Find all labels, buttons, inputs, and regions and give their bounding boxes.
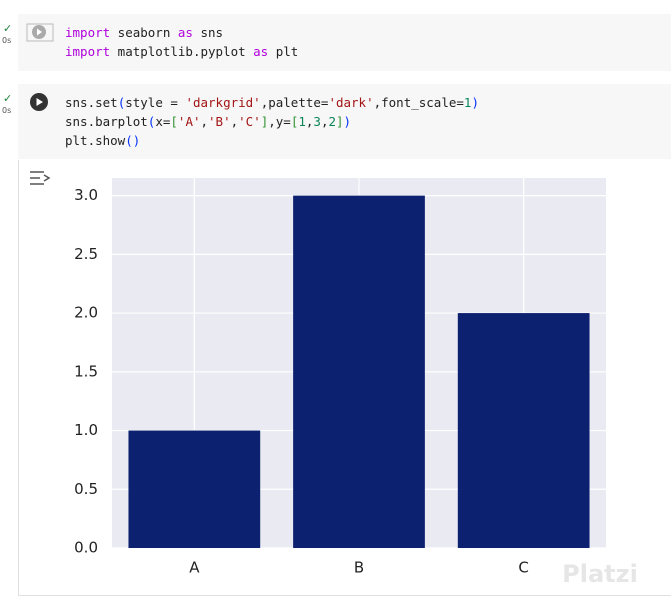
code-token: sns.set (65, 95, 118, 110)
play-icon (36, 98, 43, 106)
code-token: 'darkgrid' (185, 95, 261, 110)
y-tick-label: 3.0 (74, 186, 98, 204)
check-icon: ✓ (3, 22, 13, 35)
code-line: import matplotlib.pyplot as plt (65, 42, 298, 61)
y-tick-label: 1.0 (74, 421, 98, 439)
code-token: style = (125, 95, 186, 110)
code-token: ) (343, 114, 352, 129)
code-token: 3 (313, 114, 321, 129)
code-token: plt (268, 44, 299, 59)
code-token: ,palette= (260, 95, 329, 110)
code-token: , (305, 114, 314, 129)
run-button[interactable] (26, 23, 54, 42)
x-tick-label: C (518, 559, 528, 577)
y-tick-label: 2.0 (74, 304, 98, 322)
code-line: import seaborn as sns (65, 23, 298, 42)
code-line: sns.set(style = 'darkgrid',palette='dark… (65, 93, 479, 112)
code-token: () (125, 133, 141, 148)
code-token: ,y= (268, 114, 291, 129)
code-token: 'dark' (328, 95, 374, 110)
code-token: [ (290, 114, 299, 129)
code-token: , (320, 114, 329, 129)
y-tick-label: 1.5 (74, 362, 98, 380)
code-token: sns.barplot (65, 114, 148, 129)
code-token: 'C' (238, 114, 261, 129)
code-token: , (230, 114, 239, 129)
output-border (18, 160, 19, 596)
code-token: 2 (328, 114, 337, 129)
code-cell (18, 14, 671, 71)
code-token: import (65, 25, 111, 40)
output-toggle[interactable] (30, 171, 51, 185)
code-token: [ (170, 114, 178, 129)
code-token: ( (117, 95, 126, 110)
code: import seaborn as sns import matplotlib.p… (65, 23, 298, 61)
bar (293, 195, 425, 548)
code-token: sns (192, 25, 224, 40)
exec-time: 0s (2, 106, 12, 115)
code-token: x= (155, 114, 171, 129)
exec-time: 0s (2, 36, 12, 45)
bar (128, 430, 261, 548)
code-token: matplotlib.pyplot (110, 44, 254, 59)
code-token: seaborn (110, 25, 178, 40)
play-icon (37, 28, 42, 36)
code-token: 1 (463, 95, 472, 110)
code-line: plt.show() (65, 131, 479, 150)
code-token: 'B' (208, 114, 231, 129)
code-token: , (200, 114, 209, 129)
code: sns.set(style = 'darkgrid',palette='dark… (65, 93, 479, 150)
bar (457, 313, 590, 548)
code-token: ] (260, 114, 269, 129)
x-tick-label: B (354, 559, 364, 577)
code-token: as (253, 44, 269, 59)
code-token: ,font_scale= (373, 95, 464, 110)
code-token: ( (147, 114, 156, 129)
code-cell (18, 84, 671, 159)
check-icon: ✓ (3, 92, 13, 105)
code-token: ] (336, 114, 344, 129)
code-token: ) (471, 95, 479, 110)
code-token: as (177, 25, 193, 40)
x-tick-label: A (189, 559, 200, 577)
y-tick-label: 0.0 (74, 539, 98, 557)
code-token: 'A' (177, 114, 201, 129)
output-border (18, 595, 671, 596)
watermark: Platzi (562, 560, 638, 588)
y-tick-label: 0.5 (74, 480, 98, 498)
code-token: plt.show (65, 133, 126, 148)
code-token: 1 (298, 114, 306, 129)
code-line: sns.barplot(x=['A','B','C'],y=[1,3,2]) (65, 112, 479, 131)
code-token: import (65, 44, 111, 59)
y-tick-label: 2.5 (74, 245, 98, 263)
